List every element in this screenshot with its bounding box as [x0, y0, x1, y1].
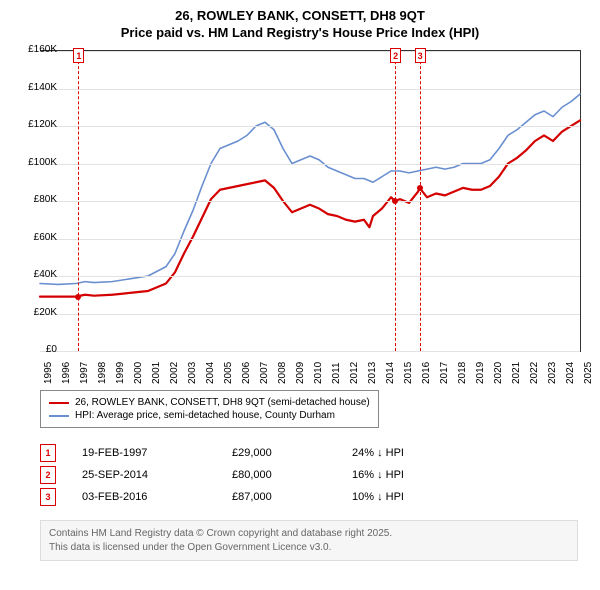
- x-tick-label: 1999: [115, 362, 126, 384]
- x-tick-label: 2019: [475, 362, 486, 384]
- y-tick-label: £0: [12, 344, 57, 355]
- row-delta: 24% ↓ HPI: [352, 447, 472, 459]
- gridline: [40, 89, 580, 90]
- x-tick-label: 2012: [349, 362, 360, 384]
- legend-row: HPI: Average price, semi-detached house,…: [49, 410, 370, 421]
- x-tick-label: 2003: [187, 362, 198, 384]
- x-tick-label: 2018: [457, 362, 468, 384]
- x-tick-label: 2006: [241, 362, 252, 384]
- legend: 26, ROWLEY BANK, CONSETT, DH8 9QT (semi-…: [40, 390, 379, 428]
- sale-point: [75, 294, 81, 300]
- legend-swatch-price: [49, 402, 69, 404]
- x-tick-label: 2016: [421, 362, 432, 384]
- x-tick-label: 2007: [259, 362, 270, 384]
- gridline: [40, 201, 580, 202]
- subtitle: Price paid vs. HM Land Registry's House …: [0, 25, 600, 40]
- y-tick-label: £40K: [12, 269, 57, 280]
- event-marker: 1: [73, 48, 84, 63]
- x-tick-label: 2010: [313, 362, 324, 384]
- x-tick-label: 2008: [277, 362, 288, 384]
- x-tick-label: 2022: [529, 362, 540, 384]
- row-date: 03-FEB-2016: [82, 491, 232, 503]
- row-price: £80,000: [232, 469, 352, 481]
- legend-swatch-hpi: [49, 415, 69, 417]
- table-row: 3 03-FEB-2016 £87,000 10% ↓ HPI: [40, 486, 472, 508]
- event-line: [420, 51, 421, 351]
- gridline: [40, 351, 580, 352]
- chart-container: 26, ROWLEY BANK, CONSETT, DH8 9QT Price …: [0, 0, 600, 590]
- row-price: £87,000: [232, 491, 352, 503]
- event-marker: 2: [390, 48, 401, 63]
- x-tick-label: 2013: [367, 362, 378, 384]
- y-tick-label: £80K: [12, 194, 57, 205]
- y-tick-label: £160K: [12, 44, 57, 55]
- table-row: 2 25-SEP-2014 £80,000 16% ↓ HPI: [40, 464, 472, 486]
- x-tick-label: 2023: [547, 362, 558, 384]
- sales-table: 1 19-FEB-1997 £29,000 24% ↓ HPI 2 25-SEP…: [40, 442, 472, 508]
- plot-area: 1 23: [40, 50, 581, 352]
- x-tick-label: 2024: [565, 362, 576, 384]
- row-delta: 10% ↓ HPI: [352, 491, 472, 503]
- sale-point: [392, 198, 398, 204]
- y-tick-label: £20K: [12, 307, 57, 318]
- gridline: [40, 51, 580, 52]
- x-tick-label: 2017: [439, 362, 450, 384]
- event-line: [78, 51, 79, 351]
- x-tick-label: 2005: [223, 362, 234, 384]
- x-tick-label: 2021: [511, 362, 522, 384]
- x-tick-label: 1998: [97, 362, 108, 384]
- address-title: 26, ROWLEY BANK, CONSETT, DH8 9QT: [0, 8, 600, 23]
- gridline: [40, 276, 580, 277]
- x-tick-label: 2025: [583, 362, 594, 384]
- row-delta: 16% ↓ HPI: [352, 469, 472, 481]
- x-tick-label: 2001: [151, 362, 162, 384]
- x-tick-label: 2009: [295, 362, 306, 384]
- gridline: [40, 164, 580, 165]
- row-marker: 2: [40, 466, 56, 484]
- x-tick-label: 2002: [169, 362, 180, 384]
- x-tick-label: 2015: [403, 362, 414, 384]
- footer-line2: This data is licensed under the Open Gov…: [49, 542, 331, 553]
- x-tick-label: 2000: [133, 362, 144, 384]
- sale-point: [417, 185, 423, 191]
- row-marker: 3: [40, 488, 56, 506]
- gridline: [40, 126, 580, 127]
- table-row: 1 19-FEB-1997 £29,000 24% ↓ HPI: [40, 442, 472, 464]
- y-tick-label: £140K: [12, 82, 57, 93]
- row-date: 19-FEB-1997: [82, 447, 232, 459]
- x-tick-label: 2011: [331, 362, 342, 384]
- x-tick-label: 2020: [493, 362, 504, 384]
- legend-label-price: 26, ROWLEY BANK, CONSETT, DH8 9QT (semi-…: [75, 397, 370, 408]
- legend-row: 26, ROWLEY BANK, CONSETT, DH8 9QT (semi-…: [49, 397, 370, 408]
- attribution-footer: Contains HM Land Registry data © Crown c…: [40, 520, 578, 561]
- footer-line1: Contains HM Land Registry data © Crown c…: [49, 528, 392, 539]
- gridline: [40, 239, 580, 240]
- legend-label-hpi: HPI: Average price, semi-detached house,…: [75, 410, 335, 421]
- x-tick-label: 1996: [61, 362, 72, 384]
- x-tick-label: 1997: [79, 362, 90, 384]
- x-tick-label: 1995: [43, 362, 54, 384]
- row-marker: 1: [40, 444, 56, 462]
- y-tick-label: £120K: [12, 119, 57, 130]
- x-tick-label: 2014: [385, 362, 396, 384]
- y-tick-label: £60K: [12, 232, 57, 243]
- y-tick-label: £100K: [12, 157, 57, 168]
- event-marker: 3: [415, 48, 426, 63]
- x-tick-label: 2004: [205, 362, 216, 384]
- title-block: 26, ROWLEY BANK, CONSETT, DH8 9QT Price …: [0, 0, 600, 40]
- gridline: [40, 314, 580, 315]
- row-price: £29,000: [232, 447, 352, 459]
- row-date: 25-SEP-2014: [82, 469, 232, 481]
